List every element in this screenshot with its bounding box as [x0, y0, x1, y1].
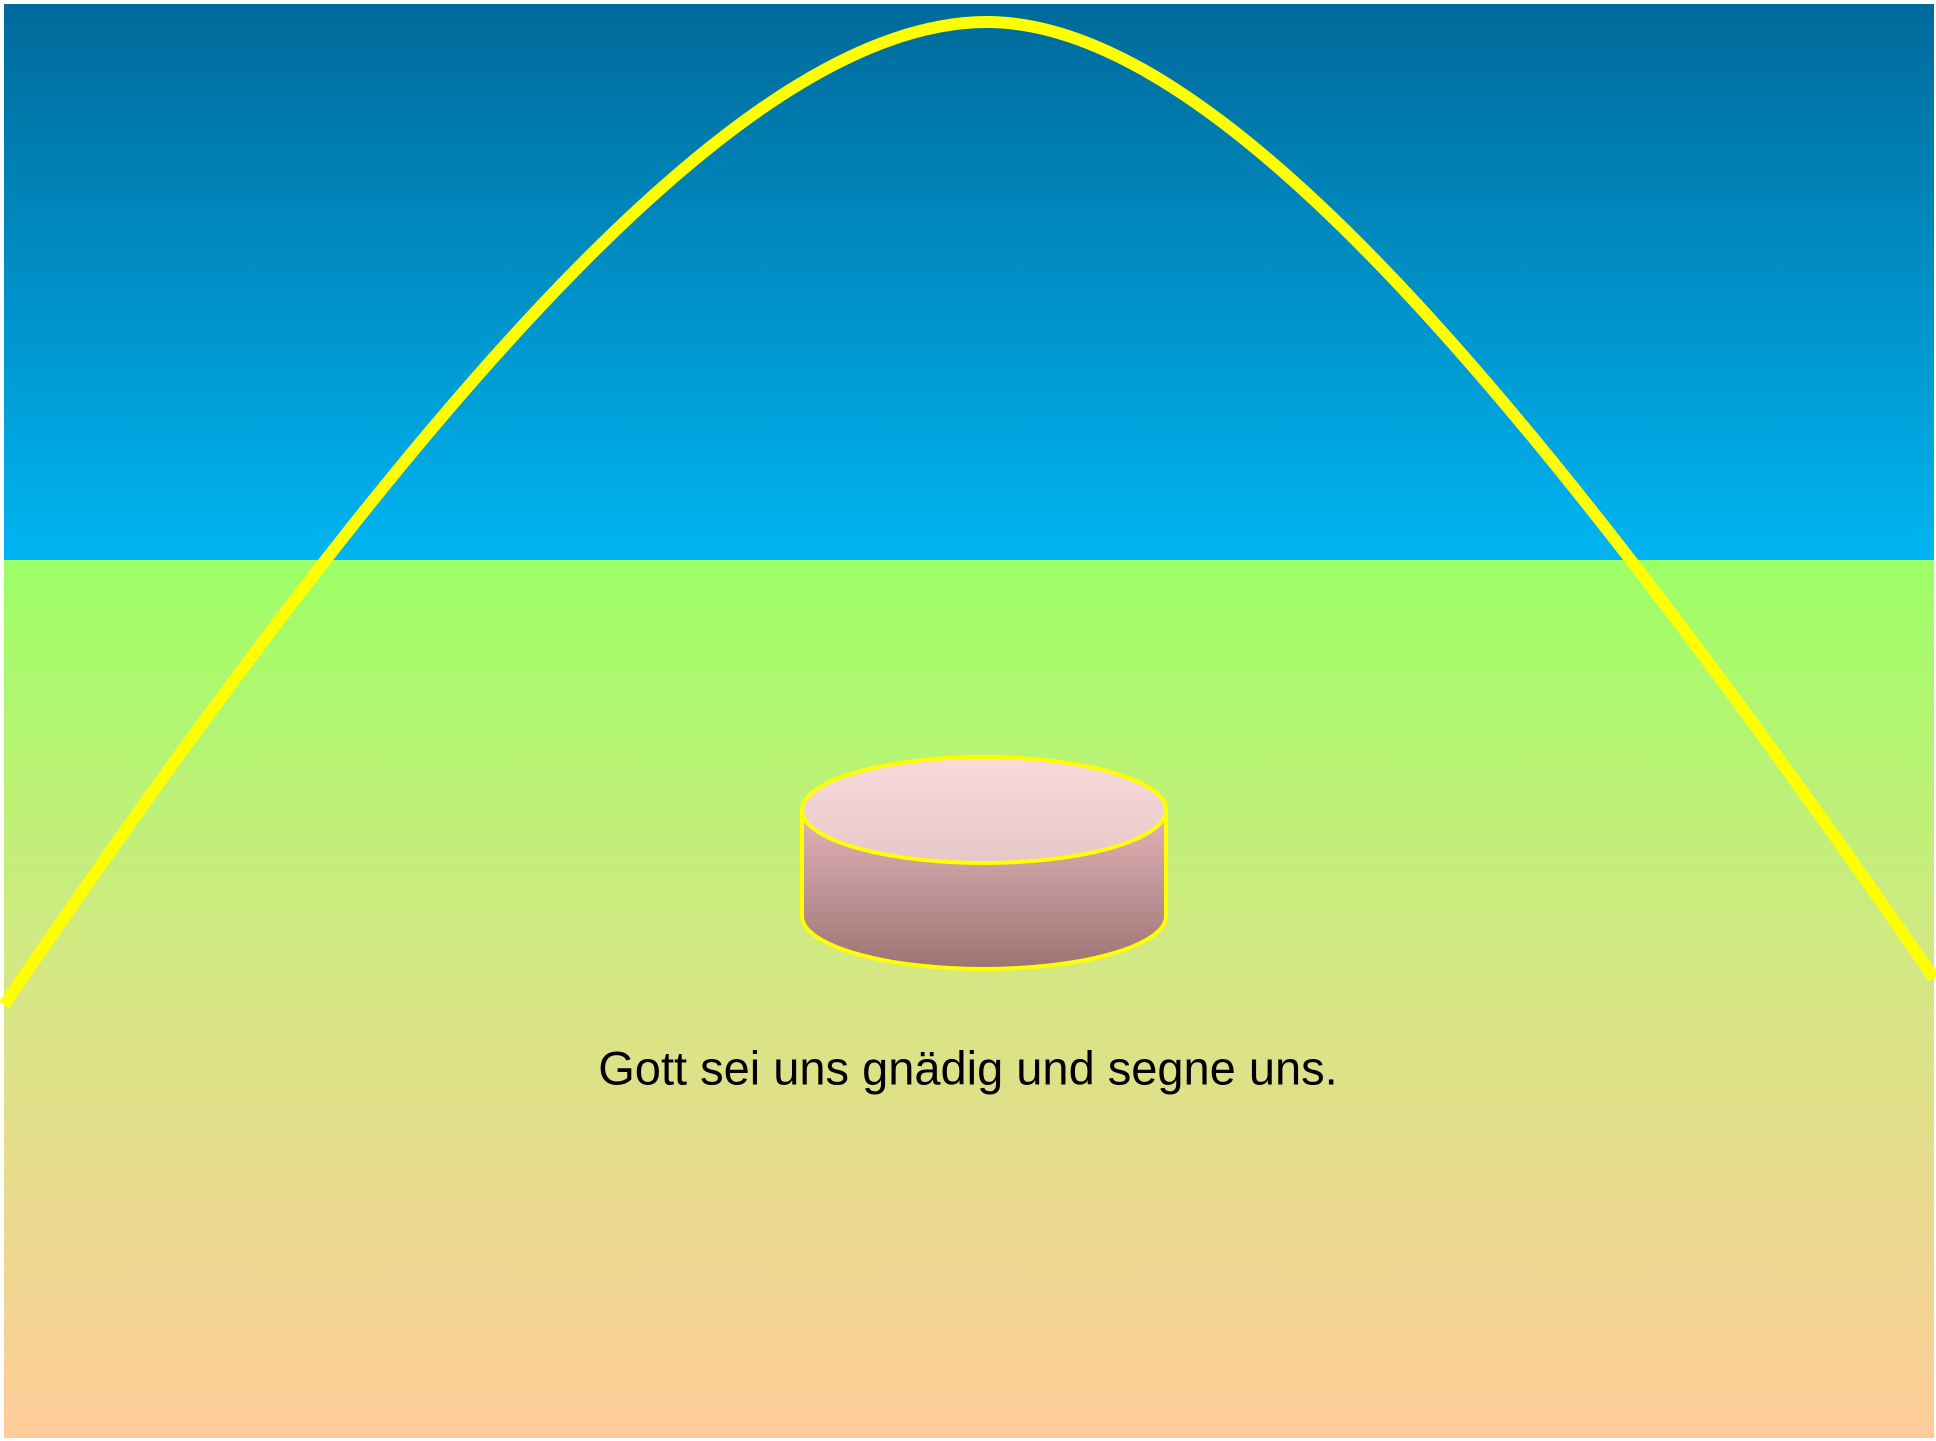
sky — [4, 4, 1934, 560]
cylinder — [802, 757, 1166, 969]
caption: Gott sei uns gnädig und segne uns. — [598, 1041, 1337, 1094]
slide: Gott sei uns gnädig und segne uns. — [0, 0, 1936, 1441]
page: Gott sei uns gnädig und segne uns. (() =… — [0, 0, 1936, 1441]
cylinder-top — [802, 757, 1166, 863]
ground — [4, 560, 1934, 1438]
